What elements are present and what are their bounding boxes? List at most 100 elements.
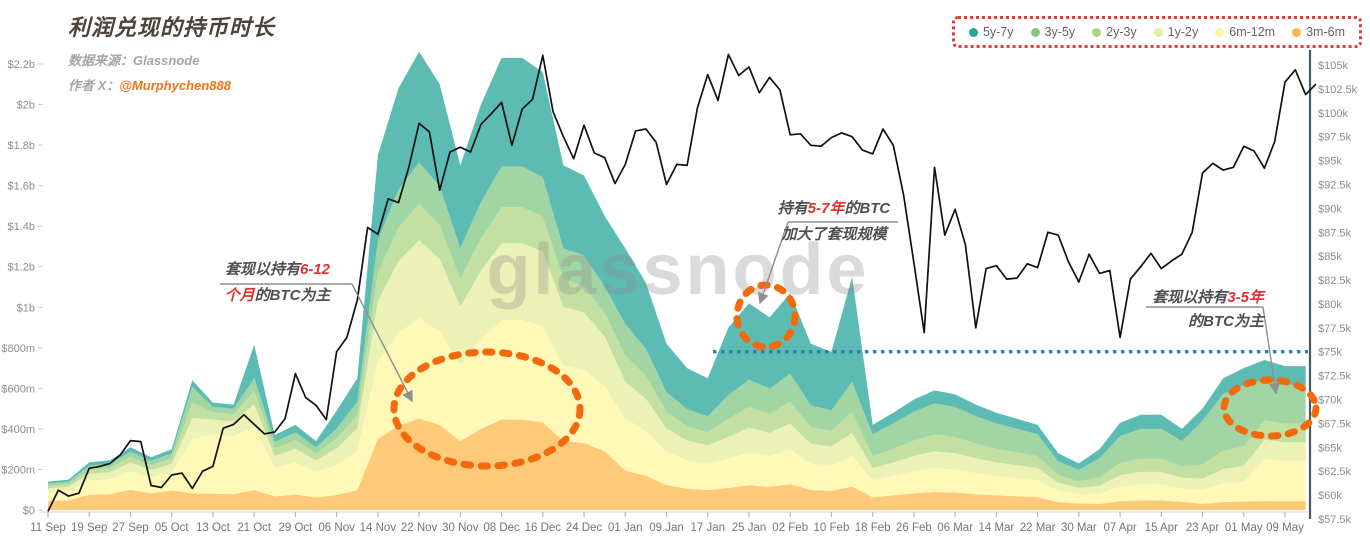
y-right-tick-label: $95k [1318, 156, 1342, 168]
x-tick-label: 27 Sep [112, 522, 148, 534]
x-tick-label: 09 May [1266, 522, 1304, 534]
y-right-tick-label: $82.5k [1318, 275, 1352, 287]
area-band-1y-2y [48, 240, 1306, 495]
legend-item-5y-7y[interactable]: 5y-7y [968, 25, 1014, 39]
btc-price-line [47, 53, 1317, 512]
legend-label: 3m-6m [1306, 25, 1345, 39]
x-tick-label: 10 Feb [814, 522, 850, 534]
y-left-tick-label: $0 [23, 505, 35, 517]
stacked-areas [48, 51, 1306, 510]
x-tick-label: 02 Feb [772, 522, 808, 534]
y-right-tick-label: $97.5k [1318, 132, 1352, 144]
x-tick-label: 07 Apr [1103, 522, 1136, 534]
x-tick-label: 18 Feb [855, 522, 891, 534]
annotation-highlight: 3-5年 [1227, 289, 1264, 306]
y-right-tick-label: $87.5k [1318, 227, 1352, 239]
legend-label: 3y-5y [1044, 25, 1076, 39]
highlight-ellipse [390, 348, 584, 470]
y-right-tick-label: $102.5k [1318, 84, 1358, 96]
legend-dot-5y-7y [968, 27, 978, 37]
x-tick-label: 15 Apr [1145, 522, 1178, 534]
y-left-tick-label: $400m [1, 424, 35, 436]
legend-dot-3y-5y [1030, 27, 1040, 37]
x-tick-label: 09 Jan [649, 522, 684, 534]
legend-item-6m-12m[interactable]: 6m-12m [1215, 25, 1275, 39]
highlight-ellipse [1220, 376, 1320, 440]
author-prefix: 作者 X： [68, 78, 120, 93]
x-tick-label: 16 Dec [525, 522, 562, 534]
annotation-text: 的BTC为主 [1188, 313, 1264, 330]
y-left-tick-label: $800m [1, 343, 35, 355]
x-tick-label: 06 Mar [937, 522, 973, 534]
annotation-text: 加大了套现规模 [781, 226, 887, 243]
legend-label: 2y-3y [1106, 25, 1137, 39]
area-band-2y-3y [48, 203, 1306, 489]
y-right-tick-label: $60k [1318, 490, 1342, 502]
area-band-5y-7y [48, 51, 1306, 484]
legend-dot-6m-12m [1215, 27, 1225, 37]
author-line: 作者 X：@Murphychen888 [68, 75, 275, 94]
legend-dot-1y-2y [1153, 27, 1163, 37]
y-left-tick-label: $200m [1, 464, 35, 476]
annotation-6-12m: 套现以持有6-12 个月的BTC为主 [200, 257, 355, 309]
x-tick-label: 17 Jan [690, 522, 725, 534]
y-left-tick-label: $1.8b [7, 140, 35, 152]
y-right-tick-label: $72.5k [1318, 371, 1352, 383]
x-tick-label: 29 Oct [278, 522, 313, 534]
x-tick-label: 11 Sep [30, 522, 66, 534]
y-right-tick-label: $67.5k [1318, 418, 1352, 430]
y-right-tick-label: $70k [1318, 395, 1342, 407]
x-tick-label: 26 Feb [896, 522, 932, 534]
annotation-highlight: 个月 [224, 287, 255, 304]
annotation-text: 套现以持有 [1152, 289, 1228, 306]
x-tick-label: 14 Nov [360, 522, 397, 534]
y-left-tick-label: $600m [1, 383, 35, 395]
y-right-tick-label: $80k [1318, 299, 1342, 311]
annotation-highlight: 5-7年 [807, 200, 845, 217]
annotation-callouts [220, 221, 1281, 403]
annotation-text: 的BTC [844, 200, 891, 217]
y-left-tick-label: $1.2b [7, 262, 35, 274]
legend-item-2y-3y[interactable]: 2y-3y [1092, 25, 1137, 39]
y-right-tick-label: $90k [1318, 203, 1342, 215]
x-tick-label: 01 Jan [608, 522, 643, 534]
legend-label: 5y-7y [982, 25, 1014, 39]
legend-label: 1y-2y [1167, 25, 1199, 39]
y-right-tick-label: $57.5k [1318, 514, 1352, 526]
area-band-3m-6m [48, 418, 1306, 510]
legend-item-1y-2y[interactable]: 1y-2y [1153, 25, 1199, 39]
y-right-tick-label: $105k [1318, 60, 1348, 72]
data-source-label: 数据来源：Glassnode [68, 53, 200, 68]
x-tick-label: 01 May [1225, 522, 1263, 534]
y-left-tick-label: $2.2b [7, 59, 35, 71]
legend-item-3y-5y[interactable]: 3y-5y [1030, 25, 1076, 39]
legend-label: 6m-12m [1229, 25, 1276, 39]
annotation-3-5y: 套现以持有3-5年 的BTC为主 [1130, 286, 1264, 334]
x-tick-label: 24 Dec [566, 522, 603, 534]
legend-dot-2y-3y [1092, 27, 1102, 37]
chart-header: 利润兑现的持币时长 数据来源：Glassnode 作者 X：@Murphyche… [68, 10, 275, 94]
author-handle: @Murphychen888 [119, 78, 231, 93]
page-title: 利润兑现的持币时长 [68, 15, 276, 40]
annotation-highlight: 6-12 [299, 261, 331, 278]
x-tick-label: 06 Nov [318, 522, 355, 534]
annotation-5-7y: 持有5-7年的BTC 加大了套现规模 [768, 196, 900, 248]
x-tick-label: 21 Oct [237, 522, 272, 534]
x-tick-label: 19 Sep [71, 522, 107, 534]
x-tick-label: 30 Mar [1061, 522, 1097, 534]
y-right-tick-label: $75k [1318, 347, 1342, 359]
y-left-tick-label: $1.6b [7, 181, 35, 193]
x-tick-label: 22 Nov [401, 522, 438, 534]
area-band-3y-5y [48, 162, 1306, 486]
legend-item-3m-6m[interactable]: 3m-6m [1292, 25, 1345, 39]
x-tick-label: 25 Jan [732, 522, 767, 534]
x-tick-label: 23 Apr [1186, 522, 1219, 534]
y-right-tick-label: $62.5k [1318, 466, 1352, 478]
x-tick-label: 30 Nov [442, 522, 479, 534]
x-tick-label: 08 Dec [483, 522, 520, 534]
x-tick-label: 22 Mar [1020, 522, 1056, 534]
area-band-6m-12m [48, 318, 1306, 504]
x-tick-label: 13 Oct [196, 522, 231, 534]
